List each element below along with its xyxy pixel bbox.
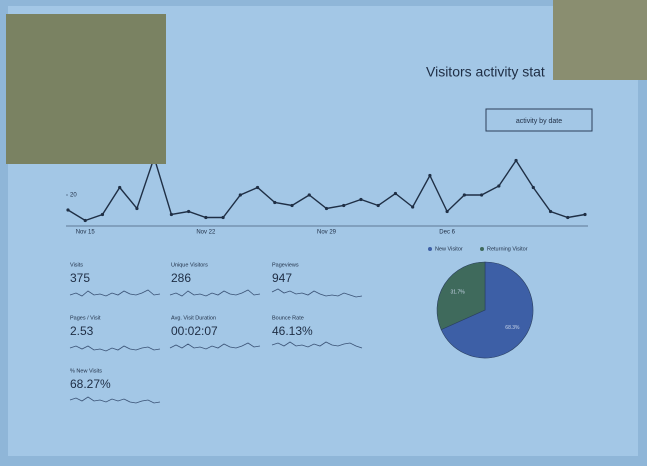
point [514, 159, 517, 162]
stat-label: Avg. Visit Duration [171, 315, 216, 321]
point [84, 219, 87, 222]
stat-label: Pageviews [272, 262, 299, 268]
point [239, 193, 242, 196]
point [411, 205, 414, 208]
stat-value: 00:02:07 [171, 324, 218, 338]
point [118, 186, 121, 189]
stat-label: Visits [70, 262, 83, 268]
point [566, 216, 569, 219]
x-tick-label: Nov 22 [196, 230, 216, 236]
point [359, 198, 362, 201]
legend-label: Returning Visitor [487, 246, 528, 252]
point [308, 193, 311, 196]
point [342, 204, 345, 207]
point [135, 207, 138, 210]
stat-value: 947 [272, 271, 292, 285]
stat-value: 2.53 [70, 324, 94, 338]
point [394, 192, 397, 195]
point [583, 213, 586, 216]
page-title: Visitors activity stat [426, 64, 545, 80]
point [446, 210, 449, 213]
point [66, 208, 69, 211]
point [204, 216, 207, 219]
point [256, 186, 259, 189]
y-tick-label: 20 [70, 193, 77, 199]
stat-value: 375 [70, 271, 90, 285]
sticky-note [6, 14, 166, 164]
stat-value: 46.13% [272, 324, 313, 338]
slice-label: 68.3% [505, 325, 520, 331]
stat-value: 68.27% [70, 377, 111, 391]
x-tick-label: Dec 6 [439, 230, 455, 236]
point [101, 213, 104, 216]
point [480, 193, 483, 196]
stat-label: Unique Visitors [171, 262, 208, 268]
legend-swatch [428, 247, 432, 251]
photo: Visitors activity stat activity by date … [0, 0, 647, 461]
sticky-note [553, 0, 647, 80]
point [497, 184, 500, 187]
point [549, 210, 552, 213]
page: Visitors activity stat activity by date … [0, 0, 647, 461]
point [463, 193, 466, 196]
point [428, 174, 431, 177]
date-button-label: activity by date [516, 118, 562, 125]
legend-swatch [480, 247, 484, 251]
point [290, 204, 293, 207]
stat-label: Pages / Visit [70, 315, 101, 321]
slice-label: 31.7% [451, 290, 466, 296]
point [222, 216, 225, 219]
stat-value: 286 [171, 271, 191, 285]
point [377, 204, 380, 207]
point [187, 210, 190, 213]
point [273, 201, 276, 204]
point [325, 207, 328, 210]
x-tick-label: Nov 29 [317, 230, 337, 236]
point [532, 186, 535, 189]
x-tick-label: Nov 15 [76, 230, 96, 236]
stat-label: Bounce Rate [272, 315, 304, 321]
point [170, 213, 173, 216]
legend-label: New Visitor [435, 246, 463, 252]
stat-label: % New Visits [70, 368, 102, 374]
